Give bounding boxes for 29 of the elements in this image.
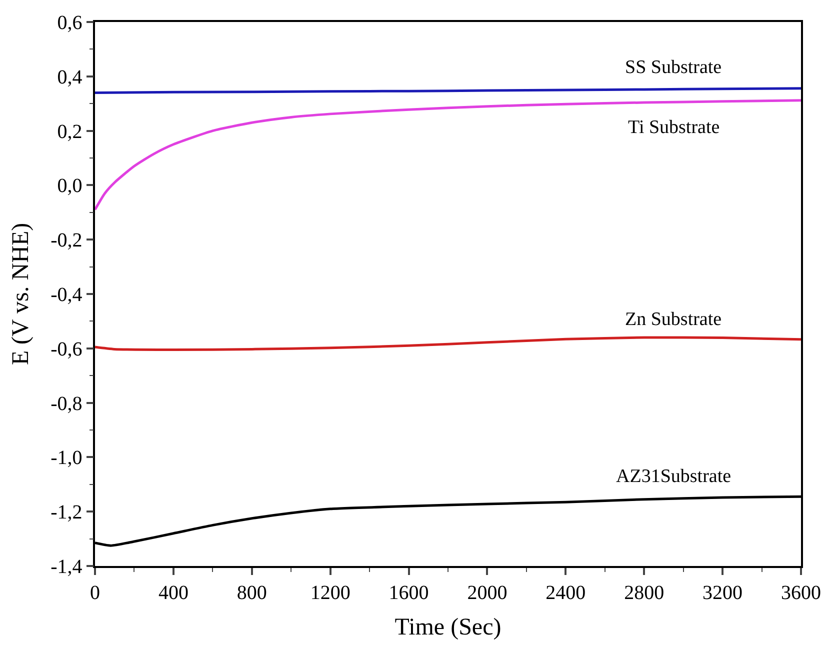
line-series <box>95 99 801 211</box>
x-tick-label: 2000 <box>467 582 508 604</box>
x-tick-label: 800 <box>236 582 267 604</box>
series-label: Ti Substrate <box>628 117 720 138</box>
x-axis-title: Time (Sec) <box>394 614 502 641</box>
series-label: SS Substrate <box>625 57 722 78</box>
y-tick-label: -1,2 <box>50 502 82 524</box>
series-label: Zn Substrate <box>625 309 722 330</box>
series-label: AZ31Substrate <box>616 466 732 487</box>
x-tick-label: 1200 <box>310 582 350 604</box>
y-tick-label: 0,4 <box>57 66 82 88</box>
y-axis-title: E (V vs. NHE) <box>8 222 34 366</box>
y-tick-label: -1,0 <box>50 447 82 470</box>
y-tick-label: 0,2 <box>57 120 82 143</box>
x-tick-label: 400 <box>158 582 188 604</box>
y-tick-label: -0,6 <box>50 338 82 360</box>
line-series <box>95 336 801 352</box>
y-tick-label: -0,4 <box>50 284 82 306</box>
y-tick-label: -0,2 <box>50 230 82 252</box>
x-tick-label: 2400 <box>546 582 586 604</box>
x-tick-label: 1600 <box>388 582 429 604</box>
x-tick-label: 2800 <box>624 582 664 604</box>
x-tick-label: 3200 <box>702 582 743 604</box>
y-tick-label: 0,0 <box>57 175 82 198</box>
y-tick-label: 0,6 <box>57 12 82 34</box>
x-tick-label: 3600 <box>781 582 821 604</box>
y-tick-label: -0,8 <box>50 392 82 415</box>
x-tick-label: 0 <box>90 582 100 604</box>
y-tick-label: -1,4 <box>50 556 82 578</box>
